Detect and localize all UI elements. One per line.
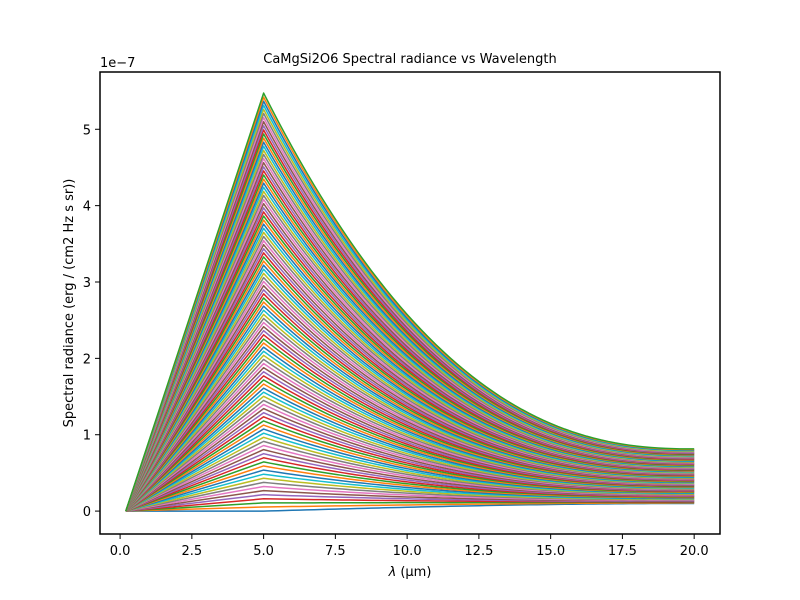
x-tick-label: 15.0: [536, 544, 565, 559]
x-tick-label: 20.0: [680, 544, 709, 559]
y-tick-label: 4: [83, 200, 91, 215]
x-tick-label: 10.0: [393, 544, 422, 559]
y-tick-label: 2: [83, 352, 91, 367]
x-tick-label: 0.0: [110, 544, 131, 559]
y-tick-label: 0: [83, 505, 91, 520]
y-tick-label: 3: [83, 276, 91, 291]
x-axis-label-symbol: λ: [388, 565, 397, 580]
y-axis-label: Spectral radiance (erg / (cm2 Hz s sr)): [62, 179, 77, 428]
x-axis-ticks: 0.0 2.5 5.0 7.5 10.0 12.5 15.0 17.5 20.0: [110, 534, 709, 559]
y-axis-ticks: 0 1 2 3 4 5: [83, 123, 100, 520]
x-tick-label: 17.5: [608, 544, 637, 559]
plot-frame: [99, 71, 721, 535]
x-tick-label: 5.0: [253, 544, 274, 559]
x-axis-label-unit: (μm): [400, 565, 431, 580]
x-tick-label: 2.5: [182, 544, 203, 559]
y-offset-label: 1e−7: [100, 56, 135, 71]
series-line: [125, 92, 695, 512]
y-tick-label: 5: [83, 123, 91, 138]
x-tick-label: 7.5: [325, 544, 346, 559]
series-layer: [125, 92, 695, 512]
chart-title: CaMgSi2O6 Spectral radiance vs Wavelengt…: [263, 52, 556, 67]
x-axis-label: λ (μm): [388, 565, 432, 580]
y-tick-label: 1: [83, 429, 91, 444]
x-tick-label: 12.5: [464, 544, 493, 559]
